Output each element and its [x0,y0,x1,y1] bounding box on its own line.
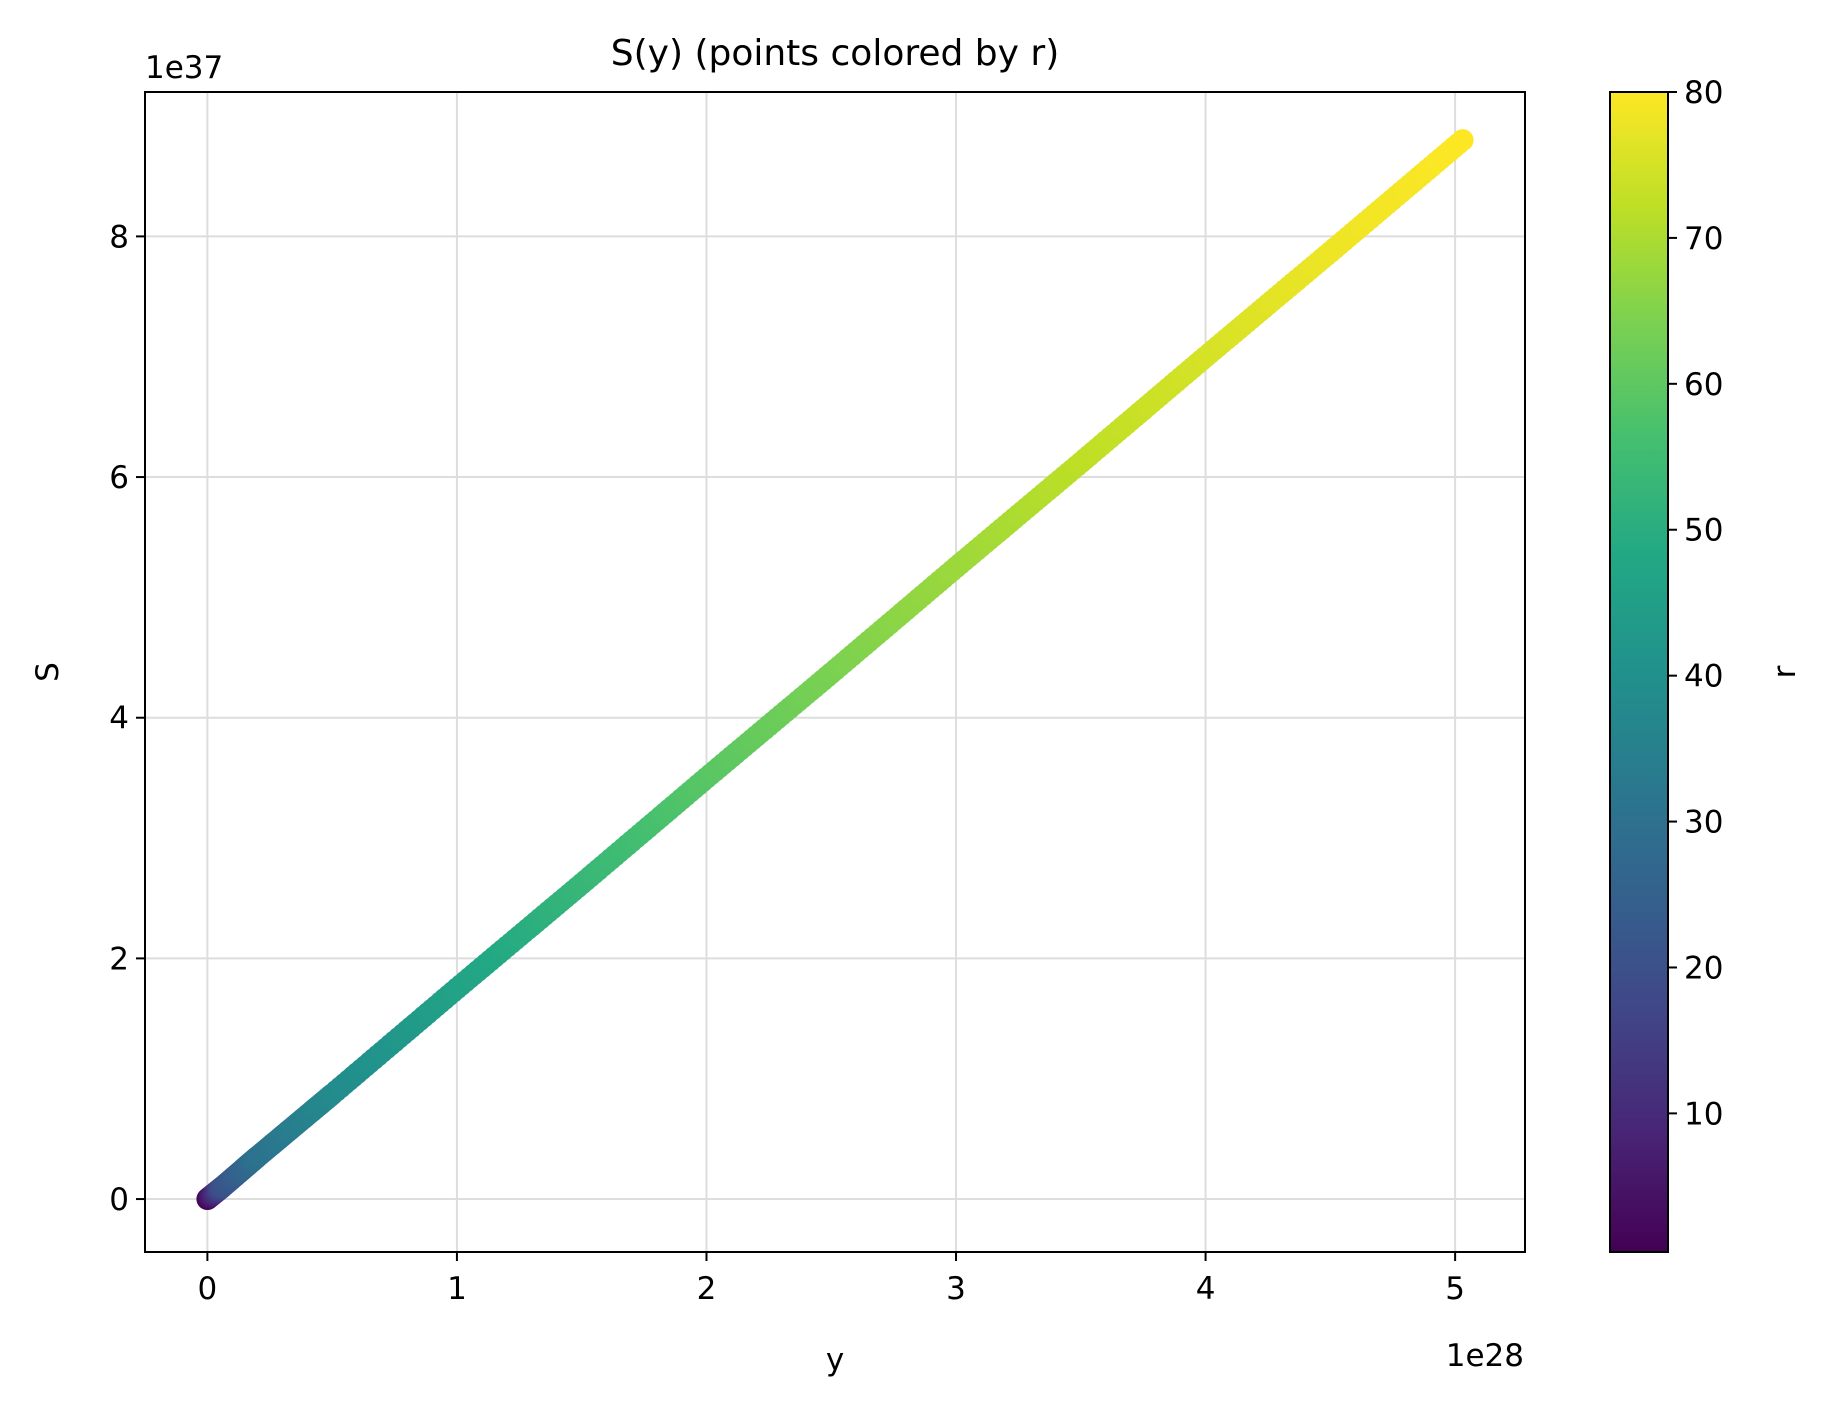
colorbar-tick-label: 10 [1684,1096,1723,1132]
x-tick-label: 3 [946,1271,966,1307]
x-axis-ticks: 0 1 2 3 4 5 [198,1252,1465,1307]
grid [145,92,1525,1252]
colorbar-tick-label: 30 [1684,805,1723,841]
colorbar-tick-label: 20 [1684,950,1723,986]
y-tick-label: 4 [109,701,129,737]
y-tick-label: 6 [109,460,129,496]
colorbar-tick-label: 80 [1684,75,1723,111]
chart-title: S(y) (points colored by r) [611,33,1060,74]
y-tick-label: 2 [109,941,129,977]
x-tick-label: 2 [697,1271,717,1307]
colorbar [1609,91,1669,1253]
data-points [196,129,1474,1211]
x-tick-label: 0 [198,1271,218,1307]
y-axis-offset-label: 1e37 [145,50,223,86]
x-tick-label: 5 [1445,1271,1465,1307]
colorbar-label: r [1767,665,1803,678]
data-point [1451,129,1474,152]
colorbar-tick-label: 70 [1684,221,1723,257]
plot-frame [144,91,1526,1253]
y-tick-label: 0 [109,1182,129,1218]
y-tick-label: 8 [109,219,129,255]
x-tick-label: 4 [1196,1271,1216,1307]
x-tick-label: 1 [447,1271,467,1307]
colorbar-tick-label: 60 [1684,367,1723,403]
colorbar-tick-label: 40 [1684,659,1723,695]
x-axis-offset-label: 1e28 [1446,1338,1524,1374]
x-axis-label: y [826,1342,844,1378]
y-axis-label: S [30,662,66,682]
colorbar-tick-label: 50 [1684,513,1723,549]
y-axis-ticks: 0 2 4 6 8 [109,219,145,1218]
colorbar-ticks: 10 20 30 40 50 60 70 80 [1668,75,1723,1132]
